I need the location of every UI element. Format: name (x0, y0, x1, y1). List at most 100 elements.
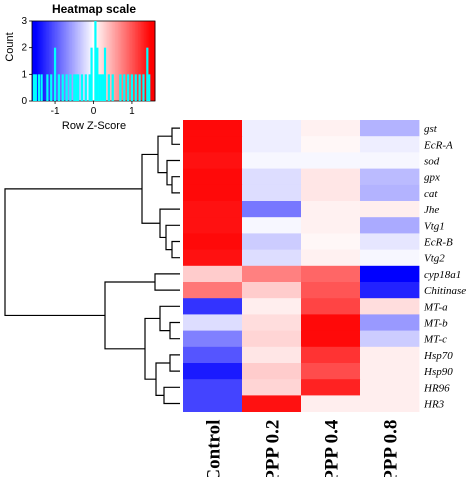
heatmap-cell (242, 298, 302, 315)
key-histogram-bar (75, 74, 78, 101)
row-label: Vtg1 (424, 220, 445, 232)
key-histogram-bar (40, 74, 43, 101)
column-label: PPP 0.8 (381, 420, 402, 477)
key-gradient-strip (78, 21, 81, 101)
key-histogram-bar (130, 74, 134, 101)
key-histogram-bar (126, 74, 130, 101)
key-histogram-bar (107, 74, 110, 101)
key-y-tick-label: 0 (21, 96, 27, 107)
key-histogram-bar (53, 47, 57, 101)
key-gradient-strip (84, 21, 87, 101)
key-x-tick-label: 1 (129, 106, 135, 117)
heatmap-cell (360, 136, 420, 153)
heatmap-cell (301, 379, 361, 396)
heatmap-cell (360, 152, 420, 169)
row-label: gst (424, 123, 438, 135)
key-gradient-strip (85, 21, 88, 101)
row-label: HR96 (423, 382, 450, 394)
key-gradient-strip (45, 21, 48, 101)
key-gradient-strip (138, 21, 141, 101)
heatmap-cell (360, 184, 420, 202)
key-gradient-strip (65, 21, 68, 101)
heatmap-cell (183, 379, 243, 396)
key-gradient-strip (153, 21, 156, 101)
key-gradient-strip (36, 21, 39, 101)
key-gradient-strip (127, 21, 130, 101)
heatmap-cell (360, 233, 420, 250)
heatmap-cell (360, 282, 420, 299)
heatmap-cell (242, 379, 302, 396)
heatmap-cell (183, 217, 243, 234)
key-gradient-strip (81, 21, 84, 101)
heatmap-cell (242, 168, 302, 186)
heatmap-cell (301, 249, 361, 267)
dendrogram-branch (169, 321, 180, 340)
heatmap-cell (183, 233, 243, 250)
heatmap-cell (360, 249, 420, 267)
key-histogram-bar (119, 74, 122, 101)
heatmap-cell (183, 120, 243, 137)
heatmap-cell (183, 201, 243, 218)
heatmap-cell (242, 395, 302, 412)
key-gradient-strip (38, 21, 41, 101)
key-gradient-strip (144, 21, 147, 101)
key-gradient-strip (107, 21, 110, 101)
key-histogram-bar (111, 74, 114, 101)
key-gradient-strip (79, 21, 82, 101)
heatmap-cell (242, 152, 302, 169)
heatmap-cell (183, 346, 243, 364)
row-label: cyp18a1 (424, 269, 461, 281)
key-histogram-bar (80, 74, 84, 101)
heatmap-cell (242, 265, 302, 283)
dendrogram-branch (171, 240, 180, 259)
key-gradient-strip (118, 21, 121, 101)
key-gradient-strip (87, 21, 90, 101)
heatmap-cell (360, 363, 420, 380)
heatmap-cell (183, 314, 243, 331)
heatmap-cell (360, 346, 420, 364)
key-histogram-bar (94, 21, 97, 101)
key-gradient-strip (75, 21, 78, 101)
key-gradient-strip (110, 21, 113, 101)
dendrogram-branch (171, 176, 180, 194)
heatmap-cell (360, 120, 420, 137)
key-gradient-strip (101, 21, 104, 101)
heatmap-cell (301, 395, 361, 412)
heatmap-cell (183, 249, 243, 267)
heatmap-cell (242, 314, 302, 331)
key-histogram-bar (46, 74, 49, 101)
column-label: PPP 0.2 (263, 420, 284, 477)
row-label: Hsp90 (423, 366, 453, 378)
key-gradient-strip (51, 21, 55, 101)
key-y-tick-label: 2 (21, 43, 27, 54)
key-gradient-strip (130, 21, 133, 101)
key-gradient-strip (122, 21, 125, 101)
key-gradient-strip (133, 21, 136, 101)
key-gradient-strip (111, 21, 114, 101)
heatmap-cell (360, 330, 420, 348)
key-gradient-strip (48, 21, 51, 101)
key-histogram-bar (50, 74, 53, 101)
key-title: Heatmap scale (52, 2, 136, 16)
heatmap-cell (183, 168, 243, 186)
heatmap-cell (242, 201, 302, 218)
key-gradient-strip (82, 21, 85, 101)
dendrogram-branch (171, 127, 180, 145)
heatmap-cell (242, 249, 302, 267)
heatmap-cell (360, 217, 420, 234)
column-label: PPP 0.4 (322, 419, 343, 477)
heatmap-cell (242, 330, 302, 348)
heatmap-cell (301, 233, 361, 250)
key-x-tick-label: 0 (91, 106, 97, 117)
key-gradient-strip (76, 21, 79, 101)
heatmap-cell (360, 265, 420, 283)
dendrogram-branch (169, 354, 180, 372)
key-gradient-strip (61, 21, 64, 101)
heatmap-cell (360, 379, 420, 396)
key-gradient-strip (121, 21, 124, 101)
key-gradient-strip (136, 21, 139, 101)
key-gradient-strip (99, 21, 102, 101)
column-label: Control (204, 420, 225, 477)
heatmap-cell (301, 346, 361, 364)
row-label: MT-b (423, 318, 448, 330)
